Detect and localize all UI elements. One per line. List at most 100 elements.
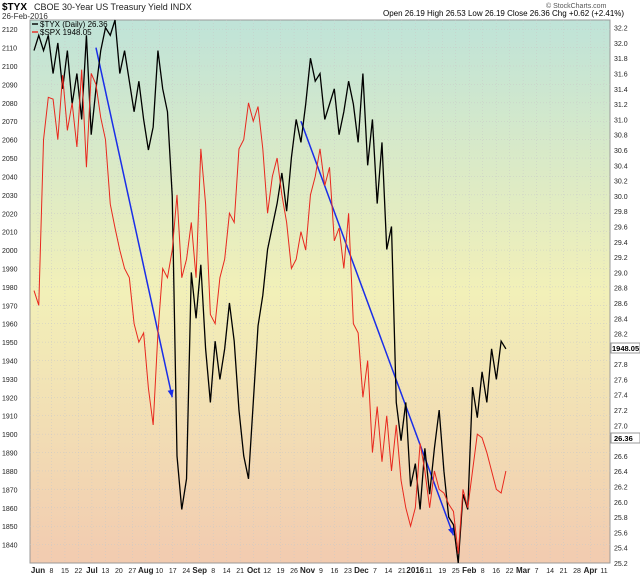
right-tick-label: 28.2 xyxy=(614,332,628,339)
trend-arrow-head xyxy=(447,527,454,536)
plot-background xyxy=(29,19,611,564)
tyx-last-badge xyxy=(610,432,640,444)
x-tick-label: 23 xyxy=(344,568,352,575)
right-tick-label: 29.0 xyxy=(614,270,628,277)
x-tick-label: 21 xyxy=(398,568,406,575)
right-tick-label: 30.4 xyxy=(614,163,628,170)
left-tick-label: 1870 xyxy=(2,487,18,494)
x-tick-label: Dec xyxy=(354,566,369,575)
x-tick-label: 7 xyxy=(373,568,377,575)
axes: 2120211021002090208020702060205020402030… xyxy=(2,26,628,575)
right-tick-label: 31.0 xyxy=(614,117,628,124)
left-tick-label: 1850 xyxy=(2,524,18,531)
right-tick-label: 29.2 xyxy=(614,255,628,262)
spx-last-value: 1948.05 xyxy=(612,344,639,353)
right-tick-label: 27.0 xyxy=(614,423,628,430)
left-tick-label: 1980 xyxy=(2,285,18,292)
legend-spx-label: $SPX 1948.05 xyxy=(40,28,92,37)
left-tick-label: 1950 xyxy=(2,340,18,347)
right-tick-label: 31.6 xyxy=(614,72,628,79)
x-tick-label: 14 xyxy=(384,568,392,575)
x-tick-label: 20 xyxy=(115,568,123,575)
brand-label: © StockCharts.com xyxy=(546,2,607,10)
right-tick-label: 31.2 xyxy=(614,102,628,109)
trend-lines xyxy=(95,47,455,536)
right-tick-label: 31.4 xyxy=(614,87,628,94)
right-tick-label: 32.0 xyxy=(614,41,628,48)
left-tick-label: 2090 xyxy=(2,82,18,89)
left-tick-label: 1900 xyxy=(2,432,18,439)
left-tick-label: 1890 xyxy=(2,451,18,458)
right-tick-label: 25.4 xyxy=(614,546,628,553)
x-tick-label: 15 xyxy=(61,568,69,575)
x-tick-label: 25 xyxy=(452,568,460,575)
chart-symbol: $TYX xyxy=(2,2,27,13)
x-tick-label: Jul xyxy=(86,566,98,575)
right-tick-label: 30.2 xyxy=(614,179,628,186)
left-tick-label: 2020 xyxy=(2,211,18,218)
left-tick-label: 2000 xyxy=(2,248,18,255)
x-tick-label: 2016 xyxy=(406,566,424,575)
x-tick-label: 11 xyxy=(425,568,432,575)
trend-arrow-line xyxy=(300,120,455,536)
series-layer xyxy=(33,19,507,564)
x-tick-label: Aug xyxy=(138,566,154,575)
x-tick-label: 21 xyxy=(560,568,568,575)
x-tick-label: 11 xyxy=(600,568,607,575)
right-tick-label: 26.0 xyxy=(614,500,628,507)
right-tick-label: 28.4 xyxy=(614,316,628,323)
x-tick-label: Sep xyxy=(192,566,207,575)
right-tick-label: 29.4 xyxy=(614,240,628,247)
right-tick-label: 31.8 xyxy=(614,56,628,63)
right-tick-label: 26.4 xyxy=(614,469,628,476)
left-tick-label: 2070 xyxy=(2,119,18,126)
trend-arrow-line xyxy=(95,47,173,398)
right-tick-label: 28.8 xyxy=(614,286,628,293)
chart-date: 26-Feb-2016 xyxy=(2,12,48,21)
x-tick-label: 14 xyxy=(546,568,554,575)
chart-description: CBOE 30-Year US Treasury Yield INDX xyxy=(34,2,192,12)
x-tick-label: 21 xyxy=(236,568,244,575)
tyx-last-value: 26.36 xyxy=(614,434,633,443)
x-tick-label: Oct xyxy=(247,566,261,575)
right-tick-label: 30.6 xyxy=(614,148,628,155)
x-tick-label: 8 xyxy=(211,568,215,575)
left-tick-label: 2080 xyxy=(2,101,18,108)
x-tick-label: 10 xyxy=(155,568,163,575)
right-tick-label: 29.6 xyxy=(614,224,628,231)
right-tick-label: 25.8 xyxy=(614,515,628,522)
left-tick-label: 2100 xyxy=(2,64,18,71)
x-tick-label: Feb xyxy=(462,566,476,575)
right-tick-label: 27.6 xyxy=(614,377,628,384)
right-tick-label: 26.2 xyxy=(614,485,628,492)
left-tick-label: 1960 xyxy=(2,322,18,329)
x-tick-label: 16 xyxy=(331,568,339,575)
x-tick-label: Nov xyxy=(300,566,316,575)
right-tick-label: 27.8 xyxy=(614,362,628,369)
left-tick-label: 1860 xyxy=(2,506,18,513)
x-tick-label: 28 xyxy=(573,568,581,575)
right-tick-label: 30.0 xyxy=(614,194,628,201)
x-tick-label: 19 xyxy=(277,568,285,575)
x-tick-label: 7 xyxy=(535,568,539,575)
tyx-series-line xyxy=(33,19,507,564)
x-tick-label: 27 xyxy=(128,568,136,575)
left-tick-label: 1990 xyxy=(2,266,18,273)
left-tick-label: 1930 xyxy=(2,377,18,384)
right-tick-label: 27.4 xyxy=(614,393,628,400)
x-tick-label: 12 xyxy=(263,568,271,575)
x-tick-label: 16 xyxy=(492,568,500,575)
right-tick-label: 27.2 xyxy=(614,408,628,415)
right-tick-label: 25.6 xyxy=(614,530,628,537)
left-tick-label: 1970 xyxy=(2,303,18,310)
x-tick-label: 19 xyxy=(438,568,446,575)
x-tick-label: 26 xyxy=(290,568,298,575)
left-tick-label: 2110 xyxy=(2,46,17,53)
x-tick-label: 24 xyxy=(182,568,190,575)
left-tick-label: 2120 xyxy=(2,27,18,34)
x-tick-label: 14 xyxy=(223,568,231,575)
x-tick-label: 22 xyxy=(75,568,83,575)
trend-arrow-head xyxy=(167,389,174,398)
